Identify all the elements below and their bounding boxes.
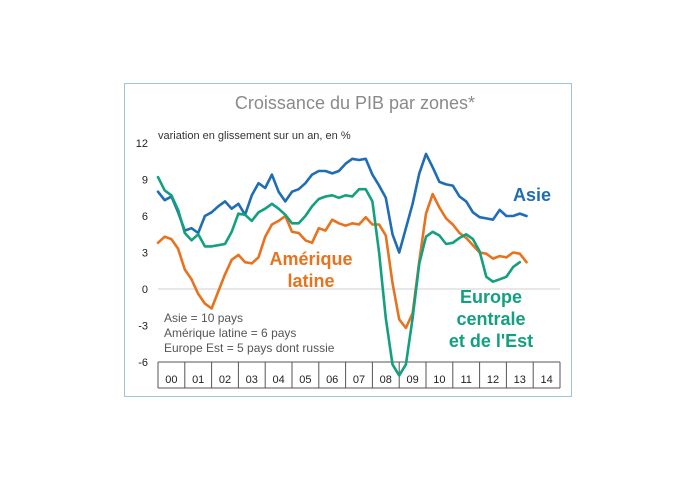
series-line-0 — [156, 152, 528, 254]
series-line-1 — [156, 192, 528, 330]
x-tick-label: 02 — [219, 374, 231, 386]
chart-subtitle: variation en glissement sur un an, en % — [158, 130, 351, 142]
y-tick-label: 12 — [136, 138, 148, 150]
x-tick-label: 12 — [487, 374, 499, 386]
y-tick-label: -6 — [138, 357, 148, 369]
x-tick-label: 10 — [433, 374, 445, 386]
x-tick-label: 07 — [353, 374, 365, 386]
x-tick-label: 09 — [406, 374, 418, 386]
series-label-1: Amérique — [269, 249, 352, 269]
y-tick-label: 6 — [142, 211, 148, 223]
y-tick-label: -3 — [138, 321, 148, 333]
x-tick-label: 00 — [165, 374, 177, 386]
x-tick-label: 11 — [460, 374, 471, 386]
chart-frame — [124, 83, 572, 397]
y-tick-label: 0 — [142, 284, 148, 296]
note-line: Amérique latine = 6 pays — [164, 326, 296, 340]
y-tick-label: 3 — [142, 248, 148, 260]
series-label-2: et de l'Est — [449, 331, 533, 351]
series-lines — [156, 152, 528, 377]
y-tick-label: 9 — [142, 175, 148, 187]
x-tick-label: 03 — [246, 374, 258, 386]
series-label-2: centrale — [456, 309, 525, 329]
x-tick-label: 01 — [192, 374, 204, 386]
x-tick-label: 13 — [514, 374, 526, 386]
series-label-1: latine — [287, 271, 334, 291]
x-tick-label: 08 — [380, 374, 392, 386]
series-line-2 — [156, 175, 522, 377]
x-tick-label: 14 — [540, 374, 552, 386]
x-tick-label: 05 — [299, 374, 311, 386]
axes: 12 9 6 3 0 -3 -6 00 01 02 03 04 05 06 07 08 09 10 11 12 13 14 — [136, 138, 561, 389]
series-label-2: Europe — [460, 287, 522, 307]
series-label-0: Asie — [513, 185, 551, 205]
note-line: Asie = 10 pays — [164, 311, 243, 325]
note-line: Europe Est = 5 pays dont russie — [164, 341, 335, 355]
x-tick-label: 06 — [326, 374, 338, 386]
x-tick-label: 04 — [272, 374, 284, 386]
chart-title: Croissance du PIB par zones* — [235, 93, 475, 113]
